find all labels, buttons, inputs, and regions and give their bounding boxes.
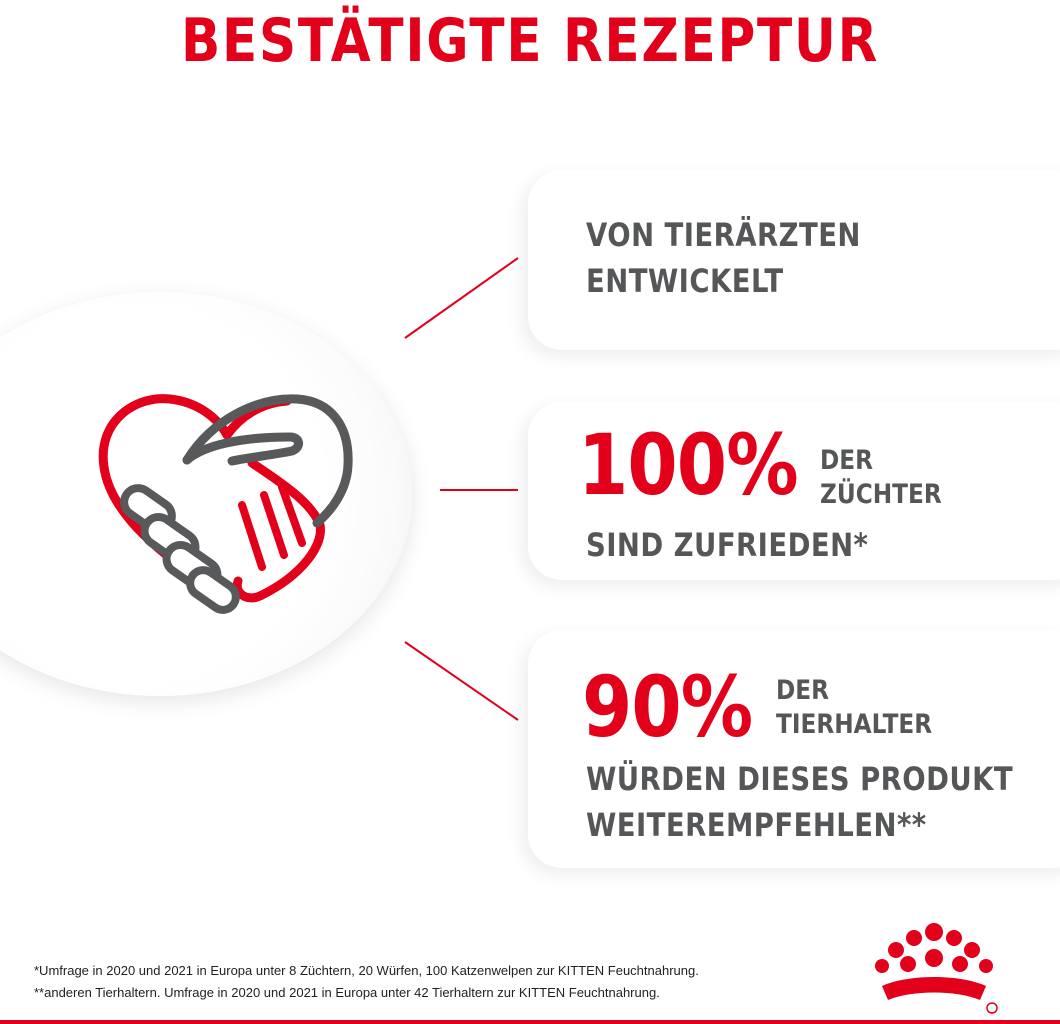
card1-line2: ENTWICKELT xyxy=(586,262,784,300)
connector-line-bottom xyxy=(404,641,519,721)
footnote-1: *Umfrage in 2020 und 2021 in Europa unte… xyxy=(34,963,699,978)
card3-small2: TIERHALTER xyxy=(776,709,933,740)
royal-canin-crown-logo xyxy=(875,923,998,1014)
card-owners-recommend xyxy=(528,630,1060,868)
card-developed-by-vets xyxy=(528,170,1060,350)
card1-line1: VON TIERÄRZTEN xyxy=(586,216,861,254)
handshake-heart-icon xyxy=(98,394,353,614)
card3-small1: DER xyxy=(776,675,830,706)
card2-percent: 100% xyxy=(578,416,799,514)
page-title: BESTÄTIGTE REZEPTUR xyxy=(180,6,880,76)
registered-mark xyxy=(986,1002,998,1014)
bottom-accent-bar xyxy=(0,1020,1060,1024)
card2-small1: DER xyxy=(820,445,874,476)
footnote-2: **anderen Tierhaltern. Umfrage in 2020 u… xyxy=(34,985,660,1000)
card2-small2: ZÜCHTER xyxy=(820,479,942,510)
connector-line-top xyxy=(404,257,519,339)
card3-percent: 90% xyxy=(582,658,753,756)
card-breeders-satisfied xyxy=(528,402,1060,580)
card2-line: SIND ZUFRIEDEN* xyxy=(586,526,869,564)
card3-line2: WEITEREMPFEHLEN** xyxy=(586,806,927,844)
card3-line1: WÜRDEN DIESES PRODUKT xyxy=(586,760,1014,798)
